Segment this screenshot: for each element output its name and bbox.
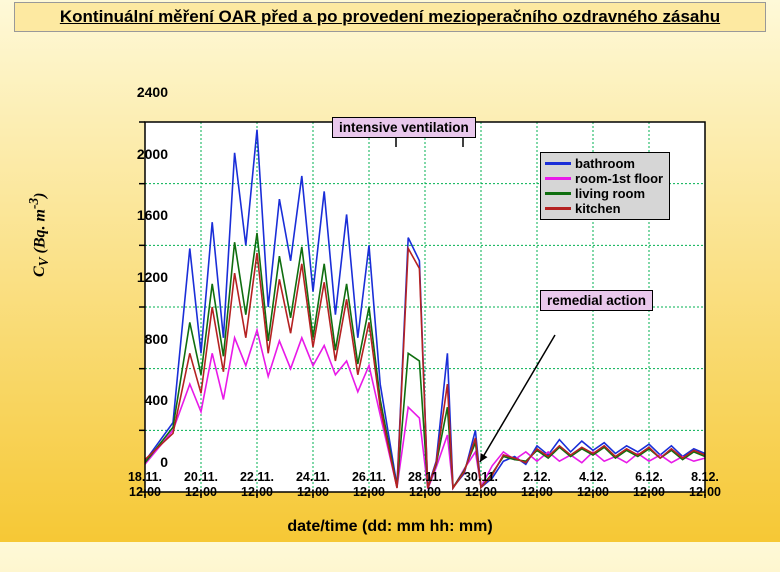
y-tick: 2400 — [118, 84, 168, 100]
y-tick: 1200 — [118, 269, 168, 285]
legend-item: room-1st floor — [545, 171, 663, 186]
y-tick: 2000 — [118, 146, 168, 162]
x-tick: 6.12.12:00 — [619, 470, 679, 500]
legend-item: living room — [545, 186, 663, 201]
x-tick: 26.11.12:00 — [339, 470, 399, 500]
y-tick: 400 — [118, 392, 168, 408]
legend-label: living room — [575, 186, 645, 201]
legend-swatch — [545, 192, 571, 195]
x-tick: 18.11.12:00 — [115, 470, 175, 500]
x-tick: 20.11.12:00 — [171, 470, 231, 500]
x-tick: 28.11.12:00 — [395, 470, 455, 500]
slide-title: Kontinuální měření OAR před a po provede… — [14, 2, 766, 32]
legend-swatch — [545, 162, 571, 165]
x-axis-label: date/time (dd: mm hh: mm) — [0, 518, 780, 536]
x-tick: 30.11.12:00 — [451, 470, 511, 500]
y-tick: 1600 — [118, 207, 168, 223]
annotation-remedial: remedial action — [540, 290, 653, 311]
legend-label: kitchen — [575, 201, 621, 216]
y-tick: 0 — [118, 454, 168, 470]
y-axis-label: CV (Bq. m-3) — [26, 193, 53, 277]
legend-swatch — [545, 177, 571, 180]
x-tick: 4.12.12:00 — [563, 470, 623, 500]
x-tick: 24.11.12:00 — [283, 470, 343, 500]
legend-label: bathroom — [575, 156, 635, 171]
legend-item: kitchen — [545, 201, 663, 216]
legend-item: bathroom — [545, 156, 663, 171]
annotation-ventilation: intensive ventilation — [332, 117, 476, 138]
legend-label: room-1st floor — [575, 171, 663, 186]
y-tick: 800 — [118, 331, 168, 347]
x-tick: 22.11.12:00 — [227, 470, 287, 500]
legend-swatch — [545, 207, 571, 210]
legend-box: bathroomroom-1st floorliving roomkitchen — [540, 152, 670, 220]
x-tick: 8.12.12:00 — [675, 470, 735, 500]
x-tick: 2.12.12:00 — [507, 470, 567, 500]
